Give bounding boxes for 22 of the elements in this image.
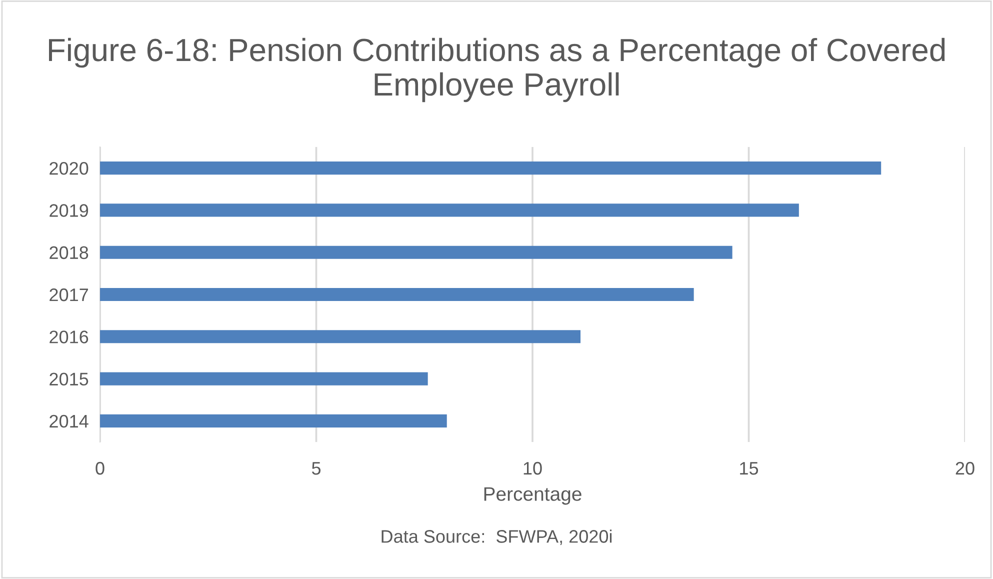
y-tick-label: 2019 — [50, 204, 88, 217]
x-tick-label: 10 — [524, 462, 542, 475]
bar — [100, 162, 882, 175]
source-note: Data Source: SFWPA, 2020i — [382, 530, 612, 545]
chart-title: Figure 6-18: Pension Contributions as a Percentage of Covered Employee Payroll — [49, 38, 945, 102]
x-tick-label: 5 — [312, 462, 321, 475]
y-tick-label: 2017 — [50, 288, 88, 302]
bar — [100, 246, 732, 259]
x-axis-title: Percentage — [484, 487, 582, 505]
bar — [100, 204, 799, 217]
y-tick-label: 2016 — [50, 330, 88, 344]
y-tick-label: 2015 — [50, 372, 88, 386]
bar — [100, 414, 447, 428]
bar — [100, 330, 581, 344]
bar — [100, 372, 428, 386]
y-tick-label: 2014 — [50, 414, 88, 428]
x-tick-label: 0 — [96, 462, 104, 475]
x-tick-label: 20 — [956, 462, 974, 475]
y-tick-label: 2020 — [50, 162, 88, 175]
x-tick-label: 15 — [740, 462, 758, 475]
bar — [100, 288, 694, 302]
y-tick-label: 2018 — [50, 246, 88, 260]
